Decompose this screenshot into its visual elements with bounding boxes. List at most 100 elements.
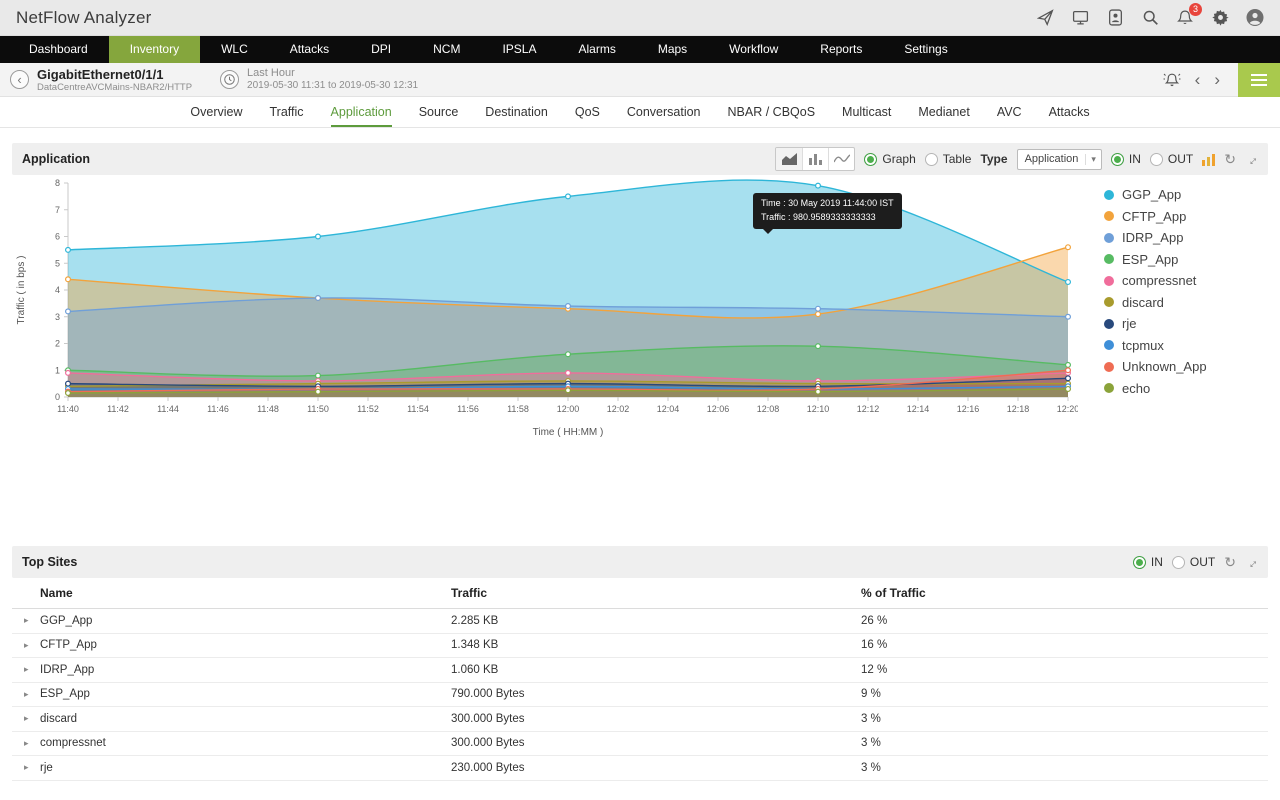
- legend-dot: [1104, 340, 1114, 350]
- table-row-esp-app[interactable]: ▸ ESP_App 790.000 Bytes 9 %: [12, 683, 1268, 707]
- svg-text:11:50: 11:50: [307, 404, 329, 414]
- nav-item-workflow[interactable]: Workflow: [729, 42, 779, 56]
- legend-label: ESP_App: [1122, 251, 1179, 267]
- expand-icon[interactable]: ↔: [1241, 149, 1262, 169]
- tab-medianet[interactable]: Medianet: [918, 105, 970, 119]
- sites-in-radio-label[interactable]: IN: [1150, 555, 1163, 569]
- table-row-ggp-app[interactable]: ▸ GGP_App 2.285 KB 26 %: [12, 609, 1268, 634]
- remote-session-icon[interactable]: [1071, 9, 1089, 27]
- table-radio[interactable]: [924, 152, 938, 166]
- legend-label: GGP_App: [1122, 187, 1182, 202]
- notification-badge: 3: [1189, 2, 1202, 16]
- line-chart-icon[interactable]: [828, 148, 854, 170]
- tab-traffic[interactable]: Traffic: [269, 105, 304, 119]
- nav-item-reports[interactable]: Reports: [820, 42, 863, 56]
- table-row-cftp-app[interactable]: ▸ CFTP_App 1.348 KB 16 %: [12, 634, 1268, 658]
- alarm-bell-icon[interactable]: [1163, 71, 1181, 89]
- sites-out-radio-label[interactable]: OUT: [1189, 555, 1216, 569]
- legend-dot: [1104, 211, 1114, 221]
- row-expand-caret[interactable]: ▸: [24, 664, 29, 675]
- row-expand-caret[interactable]: ▸: [24, 688, 29, 699]
- user-avatar[interactable]: [1246, 9, 1264, 27]
- legend-item-echo[interactable]: echo: [1104, 381, 1207, 396]
- graph-radio-label[interactable]: Graph: [882, 152, 916, 166]
- application-panel-title: Application: [22, 152, 91, 166]
- nav-item-settings[interactable]: Settings: [904, 42, 948, 56]
- site-name: compressnet: [40, 737, 106, 750]
- clock-icon[interactable]: [220, 70, 240, 89]
- table-row-compressnet[interactable]: ▸ compressnet 300.000 Bytes 3 %: [12, 732, 1268, 756]
- time-range-value: 2019-05-30 11:31 to 2019-05-30 12:31: [247, 80, 419, 91]
- tab-application[interactable]: Application: [330, 97, 392, 127]
- tab-multicast[interactable]: Multicast: [842, 105, 892, 119]
- gear-icon[interactable]: [1211, 9, 1229, 27]
- chart-type-switcher: [775, 147, 856, 171]
- legend-item-tcpmux[interactable]: tcpmux: [1104, 338, 1207, 353]
- out-radio[interactable]: [1149, 152, 1163, 166]
- tab-overview[interactable]: Overview: [190, 105, 243, 119]
- site-traffic: 1.348 KB: [451, 639, 499, 652]
- legend-item-cftp-app[interactable]: CFTP_App: [1104, 209, 1207, 224]
- tooltip-traffic: Traffic : 980.9589333333333: [761, 211, 876, 222]
- table-row-rje[interactable]: ▸ rje 230.000 Bytes 3 %: [12, 756, 1268, 781]
- nav-item-alarms[interactable]: Alarms: [578, 42, 616, 56]
- table-row-discard[interactable]: ▸ discard 300.000 Bytes 3 %: [12, 707, 1268, 732]
- tab-destination[interactable]: Destination: [485, 105, 548, 119]
- in-radio[interactable]: [1110, 152, 1124, 166]
- legend-item-rje[interactable]: rje: [1104, 316, 1207, 331]
- svg-text:7: 7: [55, 205, 60, 215]
- row-expand-caret[interactable]: ▸: [24, 639, 29, 650]
- topbar: NetFlow Analyzer 3: [0, 0, 1280, 36]
- tab-conversation[interactable]: Conversation: [626, 105, 701, 119]
- legend-item-idrp-app[interactable]: IDRP_App: [1104, 230, 1207, 245]
- notifications-bell-icon[interactable]: 3: [1176, 2, 1202, 27]
- nav-item-attacks[interactable]: Attacks: [289, 42, 330, 56]
- tab-source[interactable]: Source: [418, 105, 459, 119]
- sites-expand-icon[interactable]: ↔: [1241, 552, 1262, 572]
- legend-item-esp-app[interactable]: ESP_App: [1104, 252, 1207, 267]
- legend-item-unknown-app[interactable]: Unknown_App: [1104, 359, 1207, 374]
- row-expand-caret[interactable]: ▸: [24, 737, 29, 748]
- tab-avc[interactable]: AVC: [996, 105, 1022, 119]
- out-radio-label[interactable]: OUT: [1167, 152, 1194, 166]
- legend-item-ggp-app[interactable]: GGP_App: [1104, 187, 1207, 202]
- row-expand-caret[interactable]: ▸: [24, 713, 29, 724]
- row-expand-caret[interactable]: ▸: [24, 762, 29, 773]
- time-range[interactable]: Last Hour 2019-05-30 11:31 to 2019-05-30…: [247, 67, 418, 92]
- table-row-idrp-app[interactable]: ▸ IDRP_App 1.060 KB 12 %: [12, 658, 1268, 683]
- search-icon[interactable]: [1141, 9, 1159, 27]
- sites-out-radio[interactable]: [1171, 555, 1185, 569]
- site-traffic: 1.060 KB: [451, 663, 499, 676]
- nav-item-ncm[interactable]: NCM: [433, 42, 461, 56]
- sites-in-radio[interactable]: [1132, 555, 1146, 569]
- back-icon[interactable]: ‹: [10, 70, 29, 89]
- nav-item-dpi[interactable]: DPI: [371, 42, 392, 56]
- send-feedback-icon[interactable]: [1036, 9, 1054, 27]
- tab-qos[interactable]: QoS: [574, 105, 600, 119]
- nav-item-ipsla[interactable]: IPSLA: [502, 42, 537, 56]
- nav-item-inventory[interactable]: Inventory: [108, 36, 201, 63]
- legend-dot: [1104, 189, 1114, 200]
- svg-text:12:18: 12:18: [1007, 404, 1030, 414]
- tab-attacks[interactable]: Attacks: [1048, 105, 1090, 119]
- legend-item-compressnet[interactable]: compressnet: [1104, 273, 1207, 288]
- user-guide-icon[interactable]: [1106, 9, 1124, 27]
- tab-nbar-cbqos[interactable]: NBAR / CBQoS: [727, 105, 816, 119]
- nav-item-wlc[interactable]: WLC: [221, 42, 248, 56]
- mini-bar-chart-icon[interactable]: [1202, 153, 1216, 166]
- type-select[interactable]: Application ▾: [1016, 148, 1102, 170]
- nav-item-maps[interactable]: Maps: [657, 42, 688, 56]
- next-interface-icon[interactable]: ›: [1214, 70, 1220, 89]
- nav-item-dashboard[interactable]: Dashboard: [29, 42, 88, 56]
- refresh-icon[interactable]: ↻: [1224, 151, 1236, 167]
- table-radio-label[interactable]: Table: [942, 152, 972, 166]
- row-expand-caret[interactable]: ▸: [24, 615, 29, 626]
- legend-item-discard[interactable]: discard: [1104, 295, 1207, 310]
- graph-radio[interactable]: [864, 152, 878, 166]
- sites-refresh-icon[interactable]: ↻: [1224, 554, 1236, 570]
- in-radio-label[interactable]: IN: [1128, 152, 1141, 166]
- area-chart-icon[interactable]: [776, 148, 803, 170]
- bar-chart-icon[interactable]: [802, 148, 828, 170]
- menu-hamburger-button[interactable]: [1238, 62, 1280, 97]
- prev-interface-icon[interactable]: ‹: [1194, 70, 1201, 89]
